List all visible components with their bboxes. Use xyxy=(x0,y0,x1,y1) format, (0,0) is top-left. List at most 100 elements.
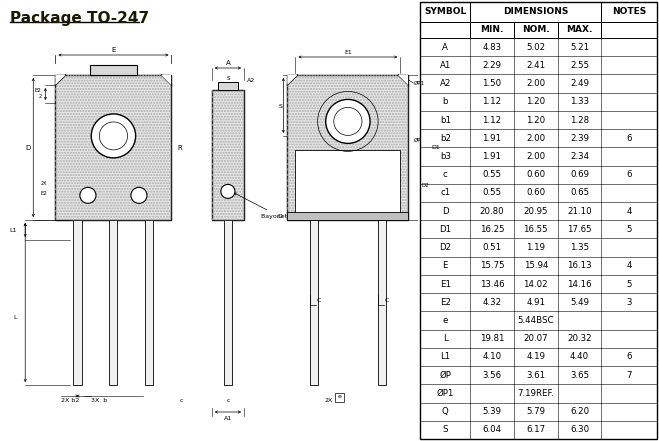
Text: 16.55: 16.55 xyxy=(523,225,548,234)
Text: 5.02: 5.02 xyxy=(527,43,546,52)
Bar xyxy=(55,75,171,220)
Text: MAX.: MAX. xyxy=(566,26,592,34)
Bar xyxy=(109,220,117,385)
Bar xyxy=(310,220,318,385)
Text: 6.17: 6.17 xyxy=(527,426,546,434)
Text: ØP1: ØP1 xyxy=(437,389,454,398)
Text: 4.32: 4.32 xyxy=(482,298,501,307)
Bar xyxy=(335,393,344,402)
Text: L1: L1 xyxy=(440,352,450,362)
Text: 2.39: 2.39 xyxy=(570,134,589,143)
Text: NOM.: NOM. xyxy=(522,26,550,34)
Text: 6.20: 6.20 xyxy=(570,407,589,416)
Bar xyxy=(287,75,409,220)
Text: A2: A2 xyxy=(247,78,255,82)
Text: 1.91: 1.91 xyxy=(482,152,501,161)
Text: b2: b2 xyxy=(440,134,451,143)
Text: 0.55: 0.55 xyxy=(482,188,501,198)
Text: 2.00: 2.00 xyxy=(527,134,546,143)
Bar xyxy=(420,2,657,22)
Text: 7: 7 xyxy=(627,371,632,380)
Text: D: D xyxy=(277,213,282,218)
Bar xyxy=(420,22,657,38)
Bar xyxy=(55,75,171,220)
Text: 19.81: 19.81 xyxy=(480,334,504,343)
Text: 14.02: 14.02 xyxy=(523,280,548,288)
Text: 1.12: 1.12 xyxy=(482,97,501,106)
Text: 3X  b: 3X b xyxy=(92,397,107,403)
Text: 1.91: 1.91 xyxy=(482,134,501,143)
Text: e: e xyxy=(338,395,342,400)
Text: L: L xyxy=(443,334,447,343)
Text: 1.50: 1.50 xyxy=(482,79,501,88)
Text: 15.94: 15.94 xyxy=(523,262,548,270)
Text: 5.44BSC: 5.44BSC xyxy=(517,316,554,325)
Text: 2.34: 2.34 xyxy=(570,152,589,161)
Bar xyxy=(218,82,237,90)
Text: A1: A1 xyxy=(224,416,232,422)
Text: 21.10: 21.10 xyxy=(567,207,592,216)
Text: E: E xyxy=(111,47,115,53)
Text: C: C xyxy=(317,298,322,303)
Bar xyxy=(73,220,82,385)
Text: 4.10: 4.10 xyxy=(482,352,501,362)
Text: 0.60: 0.60 xyxy=(527,170,546,179)
Text: S: S xyxy=(443,426,448,434)
Text: DIMENSIONS: DIMENSIONS xyxy=(503,7,569,16)
Text: S: S xyxy=(279,105,282,109)
Text: 1.33: 1.33 xyxy=(570,97,589,106)
Text: 20.32: 20.32 xyxy=(567,334,592,343)
Text: 4.83: 4.83 xyxy=(482,43,501,52)
Bar xyxy=(224,220,232,385)
Text: D2: D2 xyxy=(422,183,429,188)
Text: b: b xyxy=(443,97,448,106)
Text: 3: 3 xyxy=(627,298,632,307)
Circle shape xyxy=(91,114,136,158)
Text: b1: b1 xyxy=(440,116,451,124)
Bar xyxy=(378,220,386,385)
Text: 2.55: 2.55 xyxy=(570,61,589,70)
Text: 0.65: 0.65 xyxy=(570,188,589,198)
Text: A2: A2 xyxy=(440,79,451,88)
Text: MIN.: MIN. xyxy=(480,26,503,34)
Text: 5.79: 5.79 xyxy=(527,407,545,416)
Text: 5.21: 5.21 xyxy=(570,43,589,52)
Polygon shape xyxy=(398,75,409,85)
Text: 20.80: 20.80 xyxy=(480,207,504,216)
Bar xyxy=(212,90,244,220)
Text: c: c xyxy=(443,170,447,179)
Text: 1.35: 1.35 xyxy=(570,243,589,252)
Text: E: E xyxy=(443,262,448,270)
Text: L1: L1 xyxy=(10,228,17,232)
Text: 2X: 2X xyxy=(324,397,333,403)
Text: b3: b3 xyxy=(440,152,451,161)
Text: 4.40: 4.40 xyxy=(570,352,589,362)
Text: 2X b2: 2X b2 xyxy=(61,397,79,403)
Text: D1: D1 xyxy=(432,145,440,150)
Bar xyxy=(212,90,244,220)
Text: 15.75: 15.75 xyxy=(480,262,504,270)
Bar xyxy=(146,220,154,385)
Text: E1: E1 xyxy=(344,49,352,55)
Bar xyxy=(287,75,409,220)
Text: 3.56: 3.56 xyxy=(482,371,501,380)
Text: E2: E2 xyxy=(440,298,451,307)
Text: 6: 6 xyxy=(627,134,632,143)
Text: 5.49: 5.49 xyxy=(570,298,589,307)
Text: 1.19: 1.19 xyxy=(527,243,545,252)
Bar xyxy=(295,150,400,220)
Text: 4.19: 4.19 xyxy=(527,352,545,362)
Text: 16.13: 16.13 xyxy=(567,262,592,270)
Text: E1: E1 xyxy=(440,280,451,288)
Text: S: S xyxy=(226,75,229,81)
Circle shape xyxy=(80,187,96,203)
Bar xyxy=(287,212,409,220)
Text: Package TO-247: Package TO-247 xyxy=(10,11,149,26)
Text: 5.39: 5.39 xyxy=(482,407,501,416)
Text: 4: 4 xyxy=(627,207,632,216)
Text: C: C xyxy=(385,298,389,303)
Text: 2.41: 2.41 xyxy=(527,61,546,70)
Text: c: c xyxy=(226,397,229,403)
Text: 17.65: 17.65 xyxy=(567,225,592,234)
Text: 20.07: 20.07 xyxy=(523,334,548,343)
